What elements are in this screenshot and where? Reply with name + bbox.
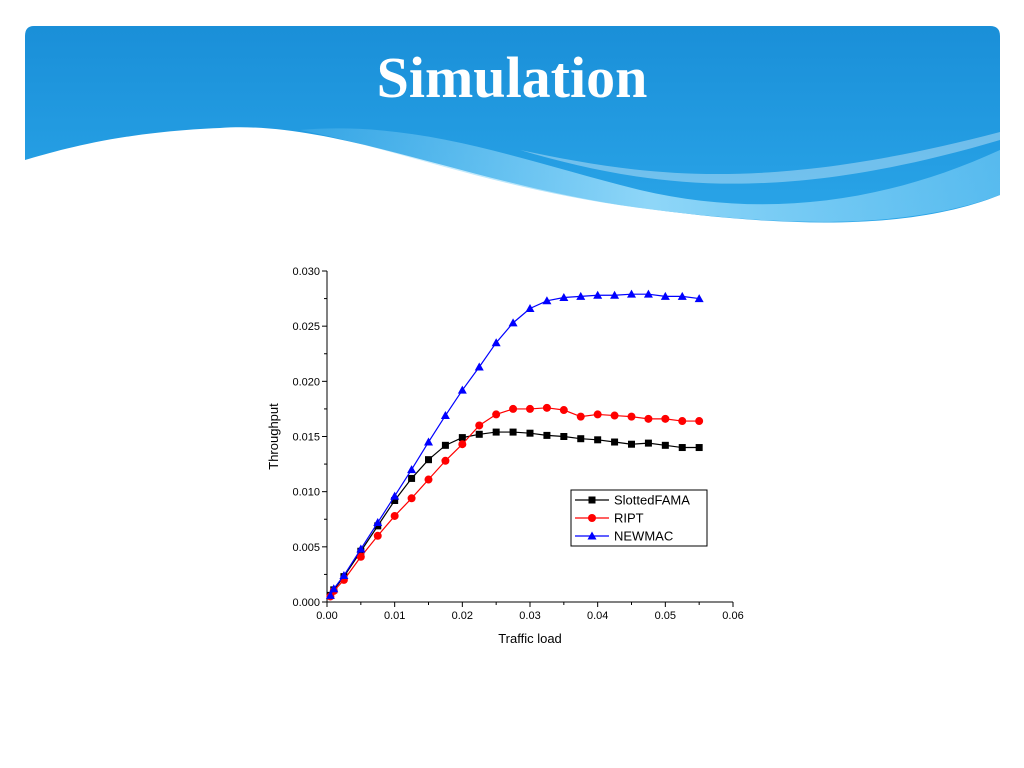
y-tick-label: 0.020	[292, 376, 320, 388]
data-point-newmac	[440, 411, 450, 420]
data-point-slottedfama	[628, 440, 635, 448]
data-point-slottedfama	[441, 441, 449, 449]
data-point-slottedfama	[475, 430, 483, 438]
x-tick-label: 0.03	[519, 610, 540, 622]
data-point-newmac	[407, 465, 417, 474]
data-point-newmac	[559, 292, 569, 301]
data-point-ript	[407, 494, 416, 503]
data-point-slottedfama	[594, 436, 602, 444]
data-point-ript	[695, 417, 704, 426]
data-point-newmac	[390, 491, 400, 500]
data-point-ript	[424, 475, 433, 484]
y-tick-label: 0.005	[292, 542, 320, 554]
data-point-slottedfama	[611, 438, 619, 446]
slide-title: Simulation	[376, 45, 648, 110]
data-point-ript	[593, 410, 602, 419]
data-point-ript	[373, 531, 382, 540]
data-point-slottedfama	[458, 434, 466, 442]
data-point-newmac	[610, 290, 620, 299]
legend-label-newmac: NEWMAC	[614, 529, 673, 544]
y-axis-title: Throughput	[266, 403, 281, 470]
data-point-ript	[678, 417, 687, 426]
y-tick-label: 0.025	[292, 321, 320, 333]
data-point-ript	[458, 440, 467, 449]
data-point-newmac	[627, 289, 636, 298]
data-point-newmac	[373, 518, 383, 527]
data-point-newmac	[474, 362, 484, 371]
data-point-newmac	[660, 291, 670, 300]
data-point-newmac	[525, 304, 535, 313]
x-tick-label: 0.04	[587, 610, 608, 622]
data-point-slottedfama	[661, 441, 669, 449]
legend-label-ript: RIPT	[614, 511, 644, 526]
data-point-ript	[356, 552, 365, 561]
data-point-newmac	[694, 294, 704, 303]
series-line-newmac	[329, 293, 700, 596]
data-point-ript	[526, 404, 534, 413]
x-tick-label: 0.00	[316, 610, 337, 622]
data-point-newmac	[356, 544, 366, 553]
data-point-slottedfama	[695, 444, 703, 452]
data-point-newmac	[643, 289, 653, 298]
data-point-newmac	[339, 571, 349, 580]
data-point-ript	[542, 403, 551, 412]
x-tick-label: 0.02	[452, 610, 473, 622]
data-point-slottedfama	[577, 435, 585, 443]
banner-wave-highlight	[520, 132, 1000, 184]
data-point-newmac	[508, 318, 518, 327]
data-point-slottedfama	[526, 429, 534, 437]
data-point-slottedfama	[492, 428, 500, 436]
data-point-newmac	[677, 291, 687, 300]
data-point-ript	[509, 404, 518, 413]
data-point-newmac	[593, 290, 603, 299]
legend-marker-ript	[588, 514, 596, 522]
data-point-newmac	[325, 590, 335, 599]
legend-marker-slottedfama	[588, 496, 596, 504]
data-point-newmac	[457, 385, 467, 394]
x-tick-label: 0.06	[722, 610, 743, 622]
data-point-ript	[475, 421, 484, 430]
data-point-ript	[576, 412, 585, 421]
legend-label-slottedfama: SlottedFAMA	[614, 493, 690, 508]
data-point-ript	[661, 414, 670, 423]
data-point-ript	[644, 414, 653, 423]
data-point-slottedfama	[425, 456, 432, 464]
legend-marker-newmac	[587, 531, 597, 540]
data-point-ript	[627, 412, 636, 421]
y-tick-label: 0.010	[292, 487, 320, 499]
data-point-slottedfama	[391, 496, 399, 504]
y-tick-label: 0.030	[292, 266, 320, 278]
y-tick-label: 0.015	[292, 432, 320, 444]
data-point-ript	[390, 511, 399, 520]
x-tick-label: 0.05	[655, 610, 676, 622]
x-axis-title: Traffic load	[498, 631, 562, 646]
data-point-ript	[441, 456, 450, 465]
data-point-newmac	[491, 338, 501, 347]
title-banner	[25, 26, 1000, 223]
y-tick-label: 0.000	[292, 597, 320, 609]
x-tick-label: 0.01	[384, 610, 405, 622]
data-point-newmac	[576, 291, 586, 300]
banner-background	[25, 26, 1000, 223]
data-point-slottedfama	[644, 439, 652, 447]
data-point-newmac	[329, 584, 339, 593]
data-point-newmac	[424, 437, 433, 446]
data-point-newmac	[542, 296, 552, 305]
data-point-ript	[610, 411, 619, 420]
data-point-slottedfama	[678, 444, 686, 452]
data-point-ript	[492, 410, 501, 419]
data-point-slottedfama	[509, 428, 517, 436]
data-point-slottedfama	[408, 474, 416, 482]
data-point-slottedfama	[560, 433, 568, 440]
data-point-slottedfama	[543, 431, 551, 439]
banner-wave	[300, 128, 1000, 222]
data-point-ript	[559, 406, 568, 415]
